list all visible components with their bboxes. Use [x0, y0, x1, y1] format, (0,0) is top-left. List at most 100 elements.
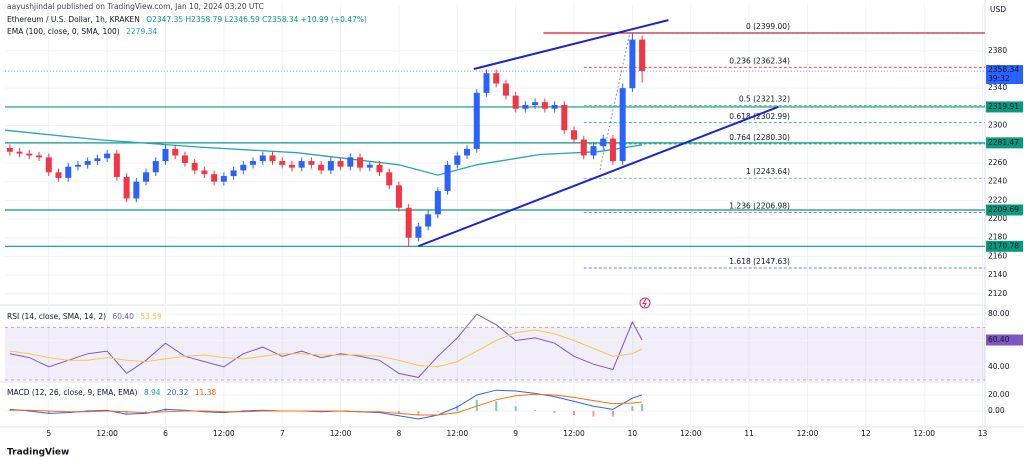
histogram-bar: [436, 411, 439, 412]
candle-body: [415, 226, 422, 238]
fib-label: 1 (2243.64): [746, 167, 790, 176]
y-tick-label: 2200: [988, 214, 1007, 223]
candle-body: [580, 139, 587, 156]
candle-body: [434, 190, 441, 215]
ema-label: EMA (100, close, 0, SMA, 100): [7, 27, 120, 36]
x-tick-label: 12: [861, 429, 871, 438]
y-tick-label: 2260: [988, 158, 1007, 167]
fib-connector: [599, 31, 631, 171]
trendline: [418, 105, 779, 248]
y-tick-label: 2140: [988, 270, 1007, 279]
candle-body: [74, 164, 81, 167]
histogram-bar: [611, 411, 614, 417]
candle-body: [55, 172, 62, 178]
fib-label: 1.236 (2206.98): [729, 201, 790, 210]
rsi-legend: RSI (14, close, SMA, 14, 2) 60.40 53.59: [7, 312, 166, 321]
histogram-bar: [47, 411, 50, 414]
x-tick-label: 12:00: [213, 429, 235, 438]
ema-line: [4, 129, 643, 176]
histogram-bar: [8, 410, 11, 411]
candle-body: [36, 155, 43, 158]
x-tick-label: 12:00: [330, 429, 352, 438]
histogram-bar: [641, 403, 644, 411]
candle-body: [357, 157, 364, 168]
candle-body: [259, 155, 266, 162]
x-tick-label: 12:00: [680, 429, 702, 438]
y-tick-label: 40.00: [988, 362, 1010, 371]
candle-body: [532, 102, 539, 105]
candle-body: [220, 176, 227, 182]
x-tick-label: 13: [978, 429, 988, 438]
candle-body: [327, 161, 334, 171]
fib-label: 1.618 (2147.63): [729, 257, 790, 266]
candle-body: [600, 138, 607, 147]
x-tick-label: 11: [744, 429, 754, 438]
y-tick-label: 2160: [988, 251, 1007, 260]
y-tick-label: 2220: [988, 195, 1007, 204]
fib-label: 0.5 (2321.32): [739, 95, 790, 104]
candle-body: [619, 88, 626, 162]
candle-body: [133, 181, 140, 199]
symbol: Ethereum / U.S. Dollar, 1h, KRAKEN: [7, 15, 140, 24]
candle-body: [65, 166, 72, 178]
candle-body: [113, 153, 120, 177]
histogram-bar: [145, 411, 148, 412]
candle-body: [16, 151, 23, 154]
candle-body: [240, 164, 247, 171]
macd-legend: MACD (12, 26, close, 9, EMA, EMA) 8.94 2…: [7, 388, 220, 397]
rsi-value: 60.40: [112, 312, 134, 321]
candle-body: [143, 172, 150, 182]
fib-label: 0.236 (2362.34): [729, 56, 790, 65]
level-tag-bg: [986, 101, 1023, 113]
histogram-bar: [514, 406, 517, 411]
candle-body: [172, 148, 179, 156]
author-line: aayushjindal published on TradingView.co…: [7, 2, 264, 11]
fib-label: 0.618 (2302.99): [729, 112, 790, 121]
candle-body: [288, 164, 295, 168]
candle-body: [308, 161, 315, 165]
candle-body: [337, 161, 344, 167]
candle-body: [454, 155, 461, 165]
candle-body: [386, 172, 393, 186]
y-tick-label: 2180: [988, 233, 1007, 242]
histogram-bar: [534, 410, 537, 411]
x-tick-label: 12:00: [96, 429, 118, 438]
x-tick-label: 10: [628, 429, 638, 438]
candle-body: [201, 170, 208, 175]
level-tag: 2170.78: [988, 241, 1019, 250]
candle-body: [376, 164, 383, 173]
candle-body: [94, 158, 101, 162]
candle-body: [298, 161, 305, 168]
level-tag-bg: [986, 204, 1023, 216]
histogram-bar: [592, 411, 595, 417]
y-tick-label: 2240: [988, 177, 1007, 186]
histogram-bar: [475, 399, 478, 411]
candle-body: [250, 161, 257, 165]
candle-body: [522, 105, 529, 109]
trendline: [473, 19, 669, 70]
rsi-tag-bg: [986, 334, 1023, 346]
candle-body: [26, 153, 33, 156]
histogram-bar: [631, 406, 634, 411]
candle-body: [590, 146, 597, 156]
indicator-line: [9, 313, 643, 378]
ema-legend: EMA (100, close, 0, SMA, 100) 2279.34: [7, 27, 161, 36]
x-tick-label: 9: [513, 429, 518, 438]
candle-body: [502, 83, 509, 96]
macd-label: MACD (12, 26, close, 9, EMA, EMA): [7, 388, 138, 397]
countdown: 39:32: [988, 74, 1010, 83]
candle-body: [191, 162, 198, 171]
candle-body: [269, 155, 276, 162]
ohlc: O2347.35 H2358.79 L2346.59 C2358.34 +10.…: [146, 15, 367, 24]
y-tick-label: 2340: [988, 83, 1007, 92]
rsi-label: RSI (14, close, SMA, 14, 2): [7, 312, 107, 321]
level-tag-bg: [986, 137, 1023, 149]
candle-body: [541, 102, 548, 109]
brand: TradingView: [7, 448, 69, 458]
candle-body: [45, 157, 52, 173]
y-tick-label: 20.00: [988, 390, 1010, 399]
candle-body: [181, 155, 188, 163]
candle-body: [464, 148, 471, 156]
macd-hist-value: 8.94: [143, 388, 161, 397]
